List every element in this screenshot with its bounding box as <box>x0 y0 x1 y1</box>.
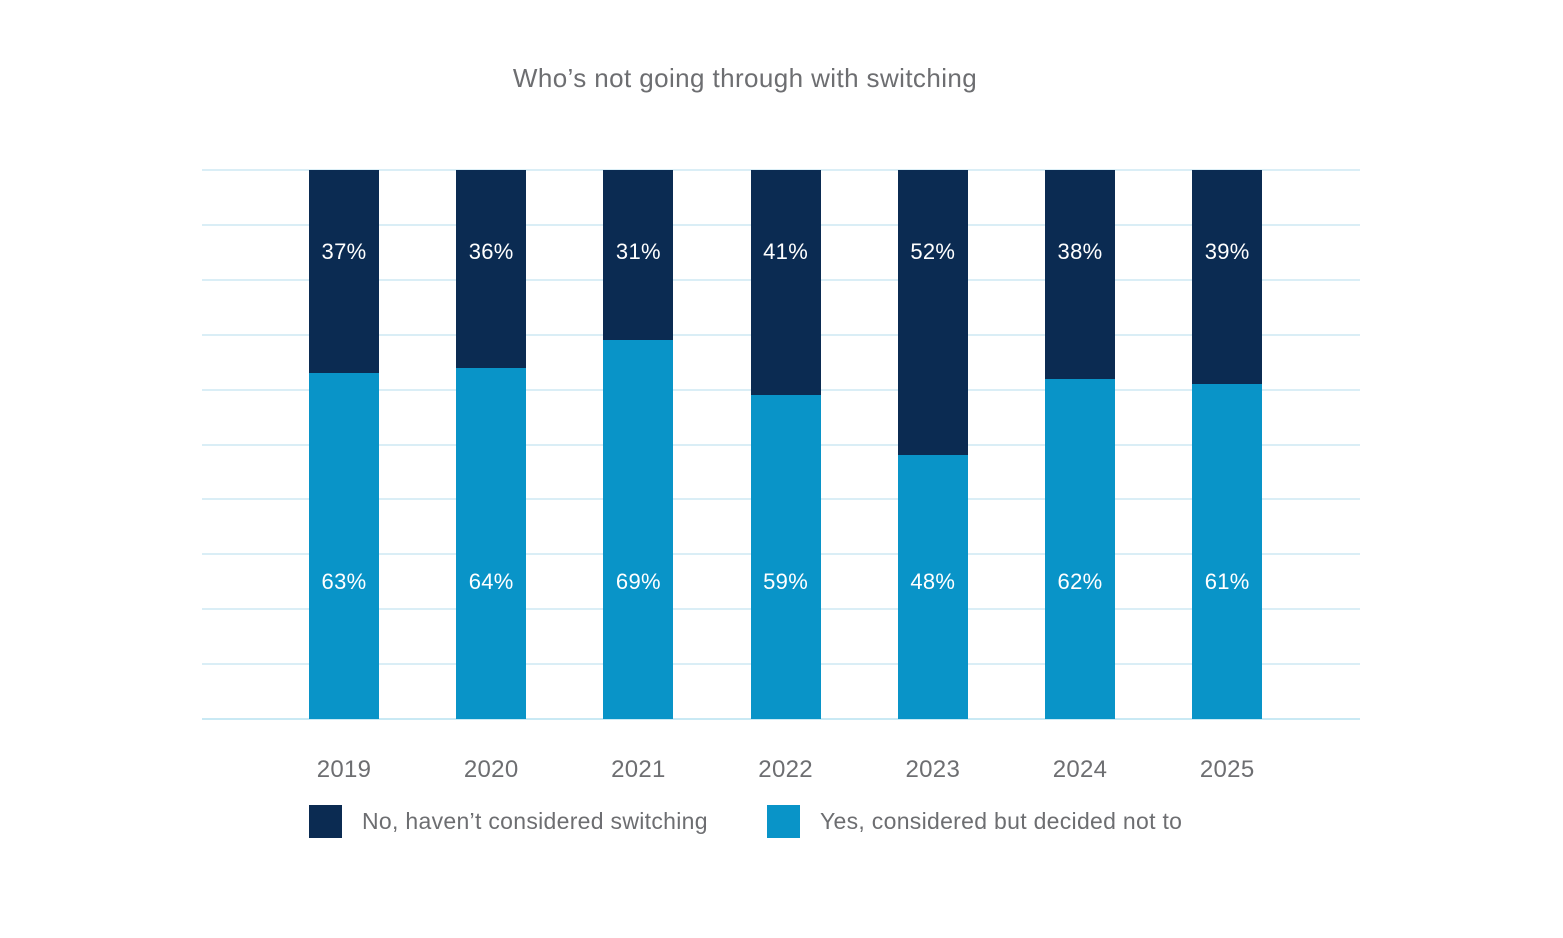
segment-no-2024 <box>1045 170 1115 379</box>
x-axis-label-2024: 2024 <box>1052 756 1108 783</box>
x-axis-label-2019: 2019 <box>316 756 372 783</box>
segment-yes-2025 <box>1192 384 1263 719</box>
legend-label-yes: Yes, considered but decided not to <box>820 808 1183 834</box>
segment-no-2023 <box>897 170 968 456</box>
value-label-yes-2023: 48% <box>910 569 956 594</box>
legend-item-no-havent-considered: No, haven’t considered switching <box>309 805 708 838</box>
bar-2024: 38% 62% <box>1045 170 1115 719</box>
segment-no-2019 <box>309 170 379 374</box>
x-axis-label-2025: 2025 <box>1199 756 1255 783</box>
value-label-no-2019: 37% <box>321 239 367 264</box>
legend-swatch-blue <box>767 805 800 838</box>
segment-yes-2021 <box>603 340 674 719</box>
x-axis-label-2021: 2021 <box>611 756 666 783</box>
value-label-yes-2022: 59% <box>763 569 809 594</box>
legend-label-no: No, haven’t considered switching <box>362 808 708 834</box>
segment-yes-2020 <box>456 367 527 719</box>
segment-no-2022 <box>750 170 821 396</box>
value-label-no-2022: 41% <box>763 239 809 264</box>
x-axis-line <box>202 718 1360 720</box>
x-axis: 2019 2020 2021 2022 2023 2024 2025 <box>202 756 1360 786</box>
chart-title: Who’s not going through with switching <box>512 63 978 93</box>
legend-item-yes-considered: Yes, considered but decided not to <box>767 805 1182 838</box>
x-axis-label-2023: 2023 <box>905 756 961 783</box>
value-label-yes-2021: 69% <box>615 569 661 594</box>
x-axis-label-2022: 2022 <box>758 756 813 783</box>
value-label-no-2024: 38% <box>1057 239 1103 264</box>
segment-yes-2024 <box>1045 378 1115 719</box>
segment-yes-2023 <box>897 455 968 719</box>
legend: No, haven’t considered switching Yes, co… <box>0 805 1563 839</box>
legend-swatch-navy <box>309 805 342 838</box>
value-label-yes-2020: 64% <box>468 569 514 594</box>
bar-2020: 36% 64% <box>456 170 527 719</box>
bar-2019: 37% 63% <box>309 170 379 719</box>
segment-no-2020 <box>456 170 527 368</box>
bar-2023: 52% 48% <box>897 170 968 719</box>
value-label-no-2020: 36% <box>468 239 514 264</box>
segment-no-2021 <box>603 170 674 341</box>
plot-area: 37% 63% 36% 64% 31% 69% 41% 59% 52% 48% 38% 62% 39% 6… <box>202 169 1360 720</box>
segment-no-2025 <box>1192 170 1263 385</box>
value-label-no-2025: 39% <box>1204 239 1250 264</box>
value-label-yes-2019: 63% <box>321 569 367 594</box>
bar-2025: 39% 61% <box>1192 170 1263 719</box>
value-label-yes-2024: 62% <box>1057 569 1103 594</box>
value-label-no-2021: 31% <box>615 239 661 264</box>
bar-2022: 41% 59% <box>750 170 821 719</box>
segment-yes-2019 <box>309 373 379 719</box>
x-axis-label-2020: 2020 <box>463 756 519 783</box>
value-label-no-2023: 52% <box>910 239 956 264</box>
bar-2021: 31% 69% <box>603 170 674 719</box>
segment-yes-2022 <box>750 395 821 719</box>
value-label-yes-2025: 61% <box>1204 569 1250 594</box>
